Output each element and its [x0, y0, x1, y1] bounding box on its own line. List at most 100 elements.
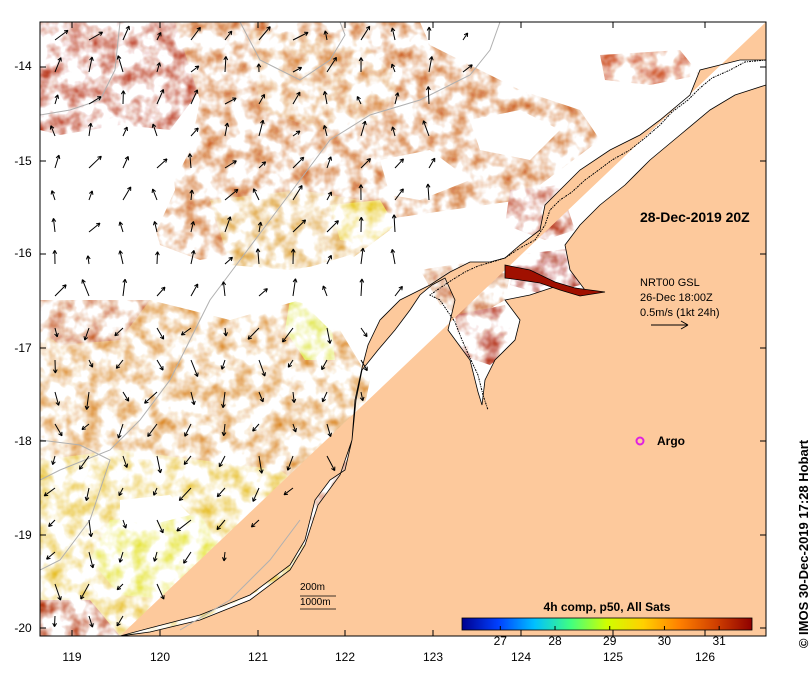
- current-vector-arrow: [286, 455, 294, 471]
- current-vector-arrow: [46, 551, 56, 560]
- sst-patch-cgulf: [455, 305, 515, 365]
- current-vector-arrow: [80, 583, 90, 600]
- current-vector-arrow: [292, 278, 298, 297]
- current-vector-arrow: [258, 288, 268, 297]
- lat-label: -20: [14, 621, 32, 635]
- current-vector-arrow: [462, 32, 469, 41]
- current-vector-arrow: [224, 30, 233, 41]
- current-vector-arrow: [189, 189, 195, 201]
- current-vector-arrow: [122, 186, 132, 201]
- current-vector-arrow: [43, 487, 56, 497]
- vector-time-label: 26-Dec 18:00Z: [640, 292, 713, 304]
- isobath-legend-1000m-label: 1000m: [300, 597, 331, 608]
- current-vector-arrow: [292, 91, 301, 105]
- current-vector-arrow: [85, 255, 91, 265]
- current-vector-arrow: [88, 122, 93, 137]
- current-vector-arrow: [216, 487, 226, 498]
- current-vector-arrow: [356, 96, 362, 105]
- current-vector-arrow: [122, 126, 128, 137]
- current-vector-arrow: [326, 254, 332, 265]
- current-vector-arrow: [83, 327, 90, 341]
- current-vector-arrow: [224, 122, 230, 137]
- current-vector-arrow: [54, 391, 61, 406]
- current-vector-arrow: [88, 155, 102, 169]
- current-vector-arrow: [322, 90, 328, 105]
- vector-scale-arrowhead: [680, 320, 689, 330]
- current-vector-arrow: [152, 487, 158, 496]
- current-vectors: [43, 25, 473, 628]
- current-vector-arrow: [176, 519, 192, 532]
- current-vector-arrow: [360, 247, 365, 265]
- current-vector-arrow: [321, 359, 328, 371]
- current-vector-arrow: [116, 615, 124, 627]
- current-vector-arrow: [147, 423, 158, 437]
- isobaths: [40, 22, 501, 631]
- current-vector-arrow: [326, 220, 339, 233]
- current-vector-arrow: [258, 26, 271, 41]
- current-vector-arrow: [221, 281, 227, 297]
- current-vector-arrow: [224, 97, 237, 105]
- current-vector-arrow: [183, 551, 192, 564]
- sst-patch-northeast: [600, 50, 700, 85]
- current-vector-arrow: [118, 551, 124, 563]
- lon-label: 120: [149, 650, 171, 664]
- current-vector-arrow: [156, 455, 163, 474]
- current-vector-arrow: [152, 551, 158, 562]
- current-vector-arrow: [292, 219, 307, 233]
- colorbar-tick-label: 29: [603, 634, 617, 648]
- current-vector-arrow: [54, 327, 59, 338]
- colorbar: [461, 617, 753, 631]
- current-vector-arrow: [51, 455, 56, 466]
- current-vector-arrow: [462, 64, 473, 73]
- current-vector-arrow: [221, 423, 227, 437]
- land-mass: [119, 22, 766, 636]
- current-vector-arrow: [422, 120, 430, 137]
- lat-label: -18: [14, 434, 32, 448]
- current-vector-arrow: [88, 96, 102, 105]
- current-vector-arrow: [156, 31, 162, 41]
- current-vector-arrow: [155, 251, 160, 265]
- current-vector-arrow: [326, 156, 333, 169]
- sst-patch-north-warm: [250, 30, 400, 130]
- current-vector-arrow: [190, 391, 196, 406]
- isobath-legend-200m-label: 200m: [300, 582, 326, 593]
- current-vector-arrow: [190, 283, 199, 297]
- current-vector-arrow: [122, 519, 128, 529]
- current-vector-arrow: [54, 29, 69, 41]
- current-vector-arrow: [394, 92, 400, 105]
- current-vector-arrow: [256, 63, 262, 73]
- current-vector-arrow: [114, 327, 124, 337]
- current-vector-arrow: [216, 519, 226, 531]
- current-vector-arrow: [258, 391, 265, 403]
- current-vector-arrow: [52, 615, 57, 627]
- current-vector-arrow: [247, 327, 260, 340]
- current-vector-arrow: [48, 519, 56, 528]
- current-vector-arrow: [360, 327, 368, 338]
- current-vector-arrow: [252, 423, 260, 432]
- current-vector-arrow: [118, 221, 124, 233]
- current-vector-arrow: [250, 519, 260, 528]
- current-vector-arrow: [122, 278, 128, 297]
- current-vector-arrow: [360, 158, 372, 169]
- current-vector-arrow: [78, 455, 90, 470]
- current-vector-arrow: [84, 391, 90, 410]
- current-vector-arrow: [322, 125, 328, 137]
- vector-source-label: NRT00 GSL: [640, 277, 700, 289]
- current-vector-arrow: [224, 160, 237, 169]
- current-vector-arrow: [190, 127, 199, 137]
- current-vector-arrow: [180, 327, 192, 336]
- current-vector-arrow: [81, 279, 90, 297]
- current-vector-arrow: [255, 248, 261, 265]
- current-vector-arrow: [326, 455, 336, 472]
- colorbar-tick-label: 27: [493, 634, 507, 648]
- current-vector-arrow: [52, 359, 58, 374]
- current-vector-arrow: [151, 188, 158, 201]
- current-vector-arrow: [118, 250, 124, 265]
- sst-patch-northwest: [40, 22, 210, 135]
- current-vector-arrow: [51, 218, 57, 233]
- current-vector-arrow: [358, 57, 364, 73]
- current-vector-arrow: [326, 191, 332, 201]
- current-vector-arrow: [190, 359, 199, 377]
- current-vector-arrow: [190, 250, 196, 265]
